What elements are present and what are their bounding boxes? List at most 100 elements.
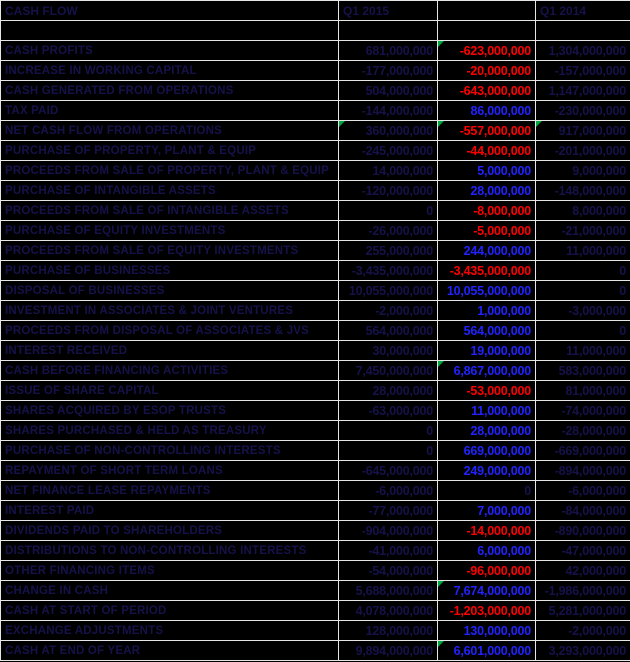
q1-2014-value-cell[interactable]: 81,000,000 xyxy=(535,380,630,401)
q1-2014-value-cell[interactable]: 8,000,000 xyxy=(535,200,630,221)
difference-value-cell[interactable]: -20,000,000 xyxy=(437,60,536,81)
q1-2015-value-cell[interactable]: -26,000,000 xyxy=(338,220,438,241)
q1-2015-value-cell[interactable]: -144,000,000 xyxy=(338,100,438,121)
column-header-cash-flow[interactable]: CASH FLOW xyxy=(0,0,339,21)
difference-value-cell[interactable]: 6,000,000 xyxy=(437,540,536,561)
difference-value-cell[interactable]: 19,000,000 xyxy=(437,340,536,361)
difference-value-cell[interactable]: -96,000,000 xyxy=(437,560,536,581)
difference-value-cell[interactable]: -14,000,000 xyxy=(437,520,536,541)
q1-2014-value-cell[interactable]: 11,000,000 xyxy=(535,340,630,361)
q1-2015-value-cell[interactable]: 10,055,000,000 xyxy=(338,280,438,301)
q1-2014-value-cell[interactable]: -1,986,000,000 xyxy=(535,580,630,601)
row-label-cell[interactable]: CASH BEFORE FINANCING ACTIVITIES xyxy=(0,360,339,381)
row-label-cell[interactable]: SHARES ACQUIRED BY ESOP TRUSTS xyxy=(0,400,339,421)
q1-2015-value-cell[interactable]: -63,000,000 xyxy=(338,400,438,421)
q1-2014-value-cell[interactable]: -2,000,000 xyxy=(535,620,630,641)
row-label-cell[interactable]: ISSUE OF SHARE CAPITAL xyxy=(0,380,339,401)
q1-2015-value-cell[interactable]: -3,435,000,000 xyxy=(338,260,438,281)
row-label-cell[interactable]: CASH PROFITS xyxy=(0,40,339,61)
q1-2015-value-cell[interactable]: 681,000,000 xyxy=(338,40,438,61)
q1-2015-value-cell[interactable]: -41,000,000 xyxy=(338,540,438,561)
column-header-q1-2015[interactable]: Q1 2015 xyxy=(338,0,438,21)
row-label-cell[interactable]: DISTRIBUTIONS TO NON-CONTROLLING INTERES… xyxy=(0,540,339,561)
q1-2015-value-cell[interactable]: 28,000,000 xyxy=(338,380,438,401)
row-label-cell[interactable]: INTEREST RECEIVED xyxy=(0,340,339,361)
difference-value-cell[interactable]: 564,000,000 xyxy=(437,320,536,341)
q1-2015-value-cell[interactable]: 255,000,000 xyxy=(338,240,438,261)
row-label-cell[interactable]: CASH AT START OF PERIOD xyxy=(0,600,339,621)
q1-2015-value-cell[interactable]: 564,000,000 xyxy=(338,320,438,341)
row-label-cell[interactable]: DIVIDENDS PAID TO SHAREHOLDERS xyxy=(0,520,339,541)
difference-value-cell[interactable]: 249,000,000 xyxy=(437,460,536,481)
difference-value-cell[interactable]: 6,867,000,000 xyxy=(437,360,536,381)
q1-2014-value-cell[interactable]: 1,147,000,000 xyxy=(535,80,630,101)
q1-2014-value-cell[interactable]: 3,293,000,000 xyxy=(535,640,630,661)
q1-2015-value-cell[interactable]: -904,000,000 xyxy=(338,520,438,541)
q1-2015-value-cell[interactable]: 9,894,000,000 xyxy=(338,640,438,661)
q1-2015-value-cell[interactable]: -245,000,000 xyxy=(338,140,438,161)
difference-value-cell[interactable]: 669,000,000 xyxy=(437,440,536,461)
q1-2014-value-cell[interactable]: -21,000,000 xyxy=(535,220,630,241)
row-label-cell[interactable]: OTHER FINANCING ITEMS xyxy=(0,560,339,581)
row-label-cell[interactable]: REPAYMENT OF SHORT TERM LOANS xyxy=(0,460,339,481)
row-label-cell[interactable]: INVESTMENT IN ASSOCIATES & JOINT VENTURE… xyxy=(0,300,339,321)
q1-2015-value-cell[interactable]: 14,000,000 xyxy=(338,160,438,181)
difference-value-cell[interactable]: -557,000,000 xyxy=(437,120,536,141)
q1-2014-value-cell[interactable]: -74,000,000 xyxy=(535,400,630,421)
q1-2014-value-cell[interactable]: -890,000,000 xyxy=(535,520,630,541)
difference-value-cell[interactable]: -3,435,000,000 xyxy=(437,260,536,281)
difference-value-cell[interactable]: -643,000,000 xyxy=(437,80,536,101)
difference-value-cell[interactable]: 244,000,000 xyxy=(437,240,536,261)
q1-2014-value-cell[interactable]: 5,281,000,000 xyxy=(535,600,630,621)
q1-2014-value-cell[interactable]: 583,000,000 xyxy=(535,360,630,381)
difference-value-cell[interactable]: 11,000,000 xyxy=(437,400,536,421)
row-label-cell[interactable]: PROCEEDS FROM DISPOSAL OF ASSOCIATES & J… xyxy=(0,320,339,341)
q1-2015-value-cell[interactable]: 360,000,000 xyxy=(338,120,438,141)
row-label-cell[interactable]: PURCHASE OF PROPERTY, PLANT & EQUIP xyxy=(0,140,339,161)
row-label-cell[interactable]: PROCEEDS FROM SALE OF PROPERTY, PLANT & … xyxy=(0,160,339,181)
q1-2015-value-cell[interactable]: -77,000,000 xyxy=(338,500,438,521)
row-label-cell[interactable]: PROCEEDS FROM SALE OF EQUITY INVESTMENTS xyxy=(0,240,339,261)
difference-value-cell[interactable]: 28,000,000 xyxy=(437,180,536,201)
difference-value-cell[interactable]: -53,000,000 xyxy=(437,380,536,401)
q1-2015-value-cell[interactable]: -6,000,000 xyxy=(338,480,438,501)
difference-value-cell[interactable]: 7,000,000 xyxy=(437,500,536,521)
row-label-cell[interactable] xyxy=(0,20,339,41)
q1-2014-value-cell[interactable]: -84,000,000 xyxy=(535,500,630,521)
q1-2014-value-cell[interactable]: 917,000,000 xyxy=(535,120,630,141)
row-label-cell[interactable]: PURCHASE OF BUSINESSES xyxy=(0,260,339,281)
q1-2014-value-cell[interactable]: -3,000,000 xyxy=(535,300,630,321)
q1-2015-value-cell[interactable]: 504,000,000 xyxy=(338,80,438,101)
q1-2015-value-cell[interactable]: 0 xyxy=(338,200,438,221)
row-label-cell[interactable]: INTEREST PAID xyxy=(0,500,339,521)
row-label-cell[interactable]: PURCHASE OF INTANGIBLE ASSETS xyxy=(0,180,339,201)
q1-2015-value-cell[interactable]: -54,000,000 xyxy=(338,560,438,581)
row-label-cell[interactable]: CASH GENERATED FROM OPERATIONS xyxy=(0,80,339,101)
q1-2014-value-cell[interactable]: -6,000,000 xyxy=(535,480,630,501)
row-label-cell[interactable]: NET FINANCE LEASE REPAYMENTS xyxy=(0,480,339,501)
q1-2015-value-cell[interactable]: -645,000,000 xyxy=(338,460,438,481)
q1-2014-value-cell[interactable]: 42,000,000 xyxy=(535,560,630,581)
difference-value-cell[interactable]: 7,674,000,000 xyxy=(437,580,536,601)
column-header-q1-2014[interactable]: Q1 2014 xyxy=(535,0,630,21)
difference-value-cell[interactable]: 28,000,000 xyxy=(437,420,536,441)
row-label-cell[interactable]: DISPOSAL OF BUSINESSES xyxy=(0,280,339,301)
q1-2014-value-cell[interactable]: -894,000,000 xyxy=(535,460,630,481)
difference-value-cell[interactable]: 6,601,000,000 xyxy=(437,640,536,661)
row-label-cell[interactable]: TAX PAID xyxy=(0,100,339,121)
row-label-cell[interactable]: EXCHANGE ADJUSTMENTS xyxy=(0,620,339,641)
q1-2015-value-cell[interactable]: 128,000,000 xyxy=(338,620,438,641)
row-label-cell[interactable]: PURCHASE OF NON-CONTROLLING INTERESTS xyxy=(0,440,339,461)
q1-2014-value-cell[interactable]: -230,000,000 xyxy=(535,100,630,121)
row-label-cell[interactable]: CASH AT END OF YEAR xyxy=(0,640,339,661)
q1-2015-value-cell[interactable]: -177,000,000 xyxy=(338,60,438,81)
row-label-cell[interactable]: PROCEEDS FROM SALE OF INTANGIBLE ASSETS xyxy=(0,200,339,221)
difference-value-cell[interactable]: 130,000,000 xyxy=(437,620,536,641)
difference-value-cell[interactable]: 5,000,000 xyxy=(437,160,536,181)
q1-2015-value-cell[interactable]: 30,000,000 xyxy=(338,340,438,361)
difference-value-cell[interactable]: 86,000,000 xyxy=(437,100,536,121)
q1-2014-value-cell[interactable]: 0 xyxy=(535,320,630,341)
row-label-cell[interactable]: SHARES PURCHASED & HELD AS TREASURY xyxy=(0,420,339,441)
q1-2015-value-cell[interactable]: 4,078,000,000 xyxy=(338,600,438,621)
column-header-difference[interactable] xyxy=(437,0,536,21)
